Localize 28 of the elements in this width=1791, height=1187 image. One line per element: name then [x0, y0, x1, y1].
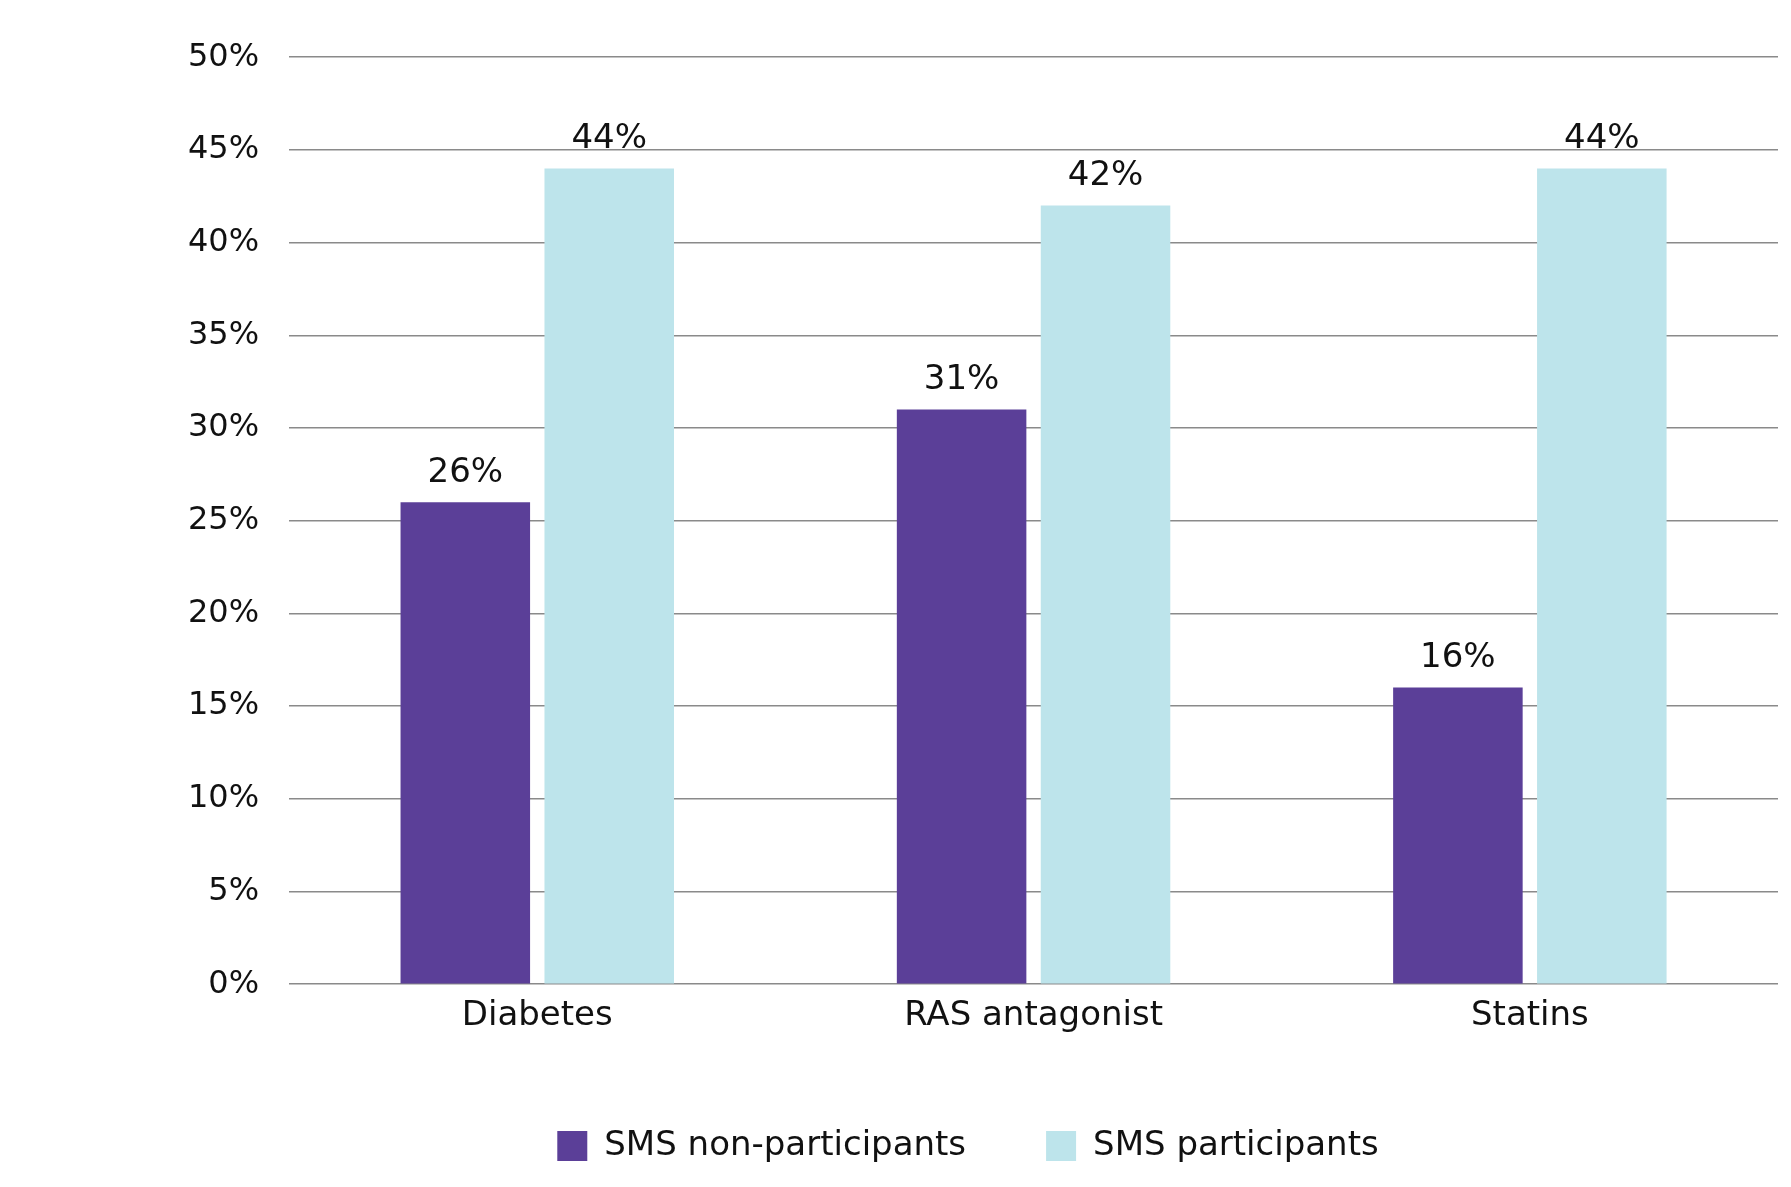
y-tick-label: 15%: [188, 684, 260, 723]
data-label: 42%: [1067, 153, 1144, 194]
bar: [1537, 168, 1667, 984]
y-tick-label: 45%: [188, 128, 260, 167]
legend-label: SMS participants: [1093, 1122, 1379, 1163]
y-tick-label: 20%: [188, 591, 260, 630]
y-tick-label: 25%: [188, 499, 260, 538]
legend-label: SMS non-participants: [604, 1122, 967, 1163]
data-label: 44%: [571, 116, 648, 157]
y-tick-label: 5%: [208, 869, 260, 908]
x-tick-label: RAS antagonist: [904, 993, 1163, 1034]
data-label: 44%: [1564, 116, 1640, 157]
y-tick-label: 40%: [188, 220, 260, 259]
x-tick-label: Diabetes: [461, 993, 613, 1034]
y-tick-label: 35%: [188, 313, 260, 352]
bar: [1393, 687, 1523, 984]
y-tick-label: 30%: [188, 406, 260, 445]
data-label: 31%: [923, 357, 1000, 398]
data-label: 16%: [1420, 635, 1496, 676]
y-tick-label: 10%: [188, 777, 260, 816]
data-label: 26%: [427, 449, 504, 490]
y-tick-label: 0%: [208, 962, 260, 1001]
bar: [1040, 205, 1171, 984]
bar: [400, 502, 531, 984]
y-tick-label: 50%: [188, 35, 260, 74]
bar: [544, 168, 674, 984]
x-tick-label: Statins: [1470, 993, 1589, 1034]
bar: [896, 409, 1027, 984]
